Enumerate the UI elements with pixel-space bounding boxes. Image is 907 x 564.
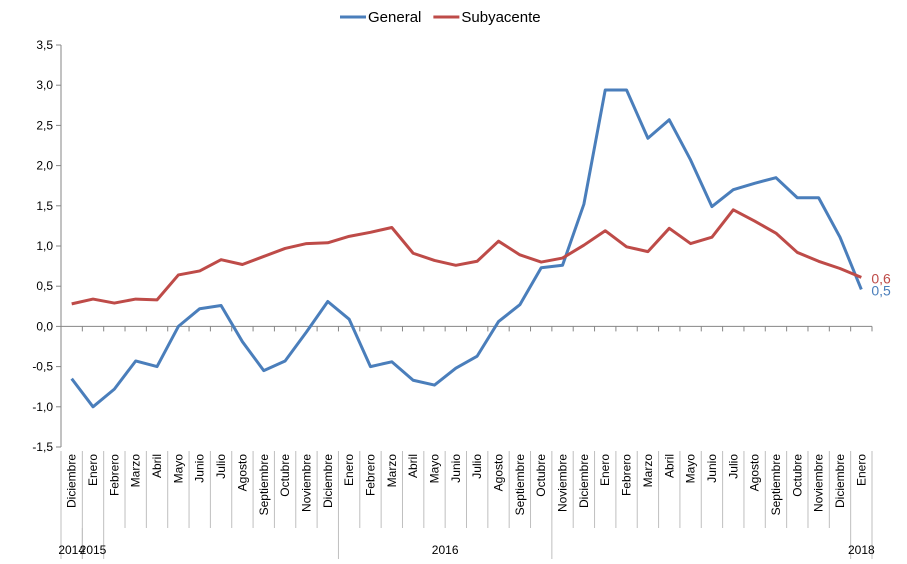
x-tick-label: Marzo bbox=[641, 454, 655, 488]
year-label: 2014 bbox=[58, 543, 85, 557]
y-tick-label: -1,0 bbox=[32, 400, 53, 414]
x-tick-label: Octubre bbox=[278, 454, 292, 497]
x-tick-label: Marzo bbox=[385, 454, 399, 488]
y-tick-label: 3,5 bbox=[36, 38, 53, 52]
x-tick-label: Enero bbox=[854, 454, 868, 486]
y-tick-label: -0,5 bbox=[32, 360, 53, 374]
y-tick-label: 0,0 bbox=[36, 319, 53, 333]
y-tick-label: 2,5 bbox=[36, 118, 53, 132]
y-tick-label: 1,5 bbox=[36, 199, 53, 213]
x-tick-label: Mayo bbox=[684, 454, 698, 484]
x-tick-label: Septiembre bbox=[257, 454, 271, 516]
x-tick-label: Septiembre bbox=[769, 454, 783, 516]
year-label: 2015 bbox=[80, 543, 107, 557]
x-tick-label: Diciembre bbox=[577, 454, 591, 508]
x-tick-label: Junio bbox=[193, 454, 207, 483]
x-tick-label: Febrero bbox=[363, 454, 377, 496]
x-tick-label: Noviembre bbox=[812, 454, 826, 512]
x-tick-label: Agosto bbox=[235, 454, 249, 492]
x-tick-label: Mayo bbox=[171, 454, 185, 484]
x-tick-label: Noviembre bbox=[556, 454, 570, 512]
x-tick-label: Octubre bbox=[534, 454, 548, 497]
x-tick-label: Junio bbox=[449, 454, 463, 483]
x-tick-label: Julio bbox=[470, 454, 484, 479]
legend-label: Subyacente bbox=[461, 9, 540, 26]
x-tick-label: Enero bbox=[86, 454, 100, 486]
x-tick-label: Marzo bbox=[129, 454, 143, 488]
x-tick-label: Julio bbox=[726, 454, 740, 479]
x-tick-label: Abril bbox=[150, 454, 164, 478]
y-tick-label: 1,0 bbox=[36, 239, 53, 253]
year-label: 2016 bbox=[432, 543, 459, 557]
x-tick-label: Noviembre bbox=[299, 454, 313, 512]
x-tick-label: Febrero bbox=[620, 454, 634, 496]
data-label: 0,5 bbox=[871, 282, 891, 298]
x-tick-label: Abril bbox=[662, 454, 676, 478]
x-tick-label: Agosto bbox=[492, 454, 506, 492]
series-line bbox=[70, 88, 863, 409]
data-label: 0,6 bbox=[871, 270, 891, 286]
legend-label: General bbox=[368, 9, 421, 26]
y-tick-label: -1,5 bbox=[32, 440, 53, 454]
x-tick-label: Agosto bbox=[748, 454, 762, 492]
x-tick-label: Julio bbox=[214, 454, 228, 479]
x-tick-label: Diciembre bbox=[833, 454, 847, 508]
x-tick-label: Diciembre bbox=[321, 454, 335, 508]
x-tick-label: Mayo bbox=[427, 454, 441, 484]
y-tick-label: 2,0 bbox=[36, 159, 53, 173]
y-tick-label: 3,0 bbox=[36, 78, 53, 92]
year-label: 2018 bbox=[848, 543, 875, 557]
x-tick-label: Junio bbox=[705, 454, 719, 483]
series-line bbox=[71, 208, 862, 306]
x-tick-label: Septiembre bbox=[513, 454, 527, 516]
x-tick-label: Enero bbox=[342, 454, 356, 486]
x-tick-label: Octubre bbox=[790, 454, 804, 497]
x-tick-label: Febrero bbox=[107, 454, 121, 496]
x-tick-label: Abril bbox=[406, 454, 420, 478]
x-tick-label: Enero bbox=[598, 454, 612, 486]
x-tick-label: Diciembre bbox=[65, 454, 79, 508]
y-tick-label: 0,5 bbox=[36, 279, 53, 293]
